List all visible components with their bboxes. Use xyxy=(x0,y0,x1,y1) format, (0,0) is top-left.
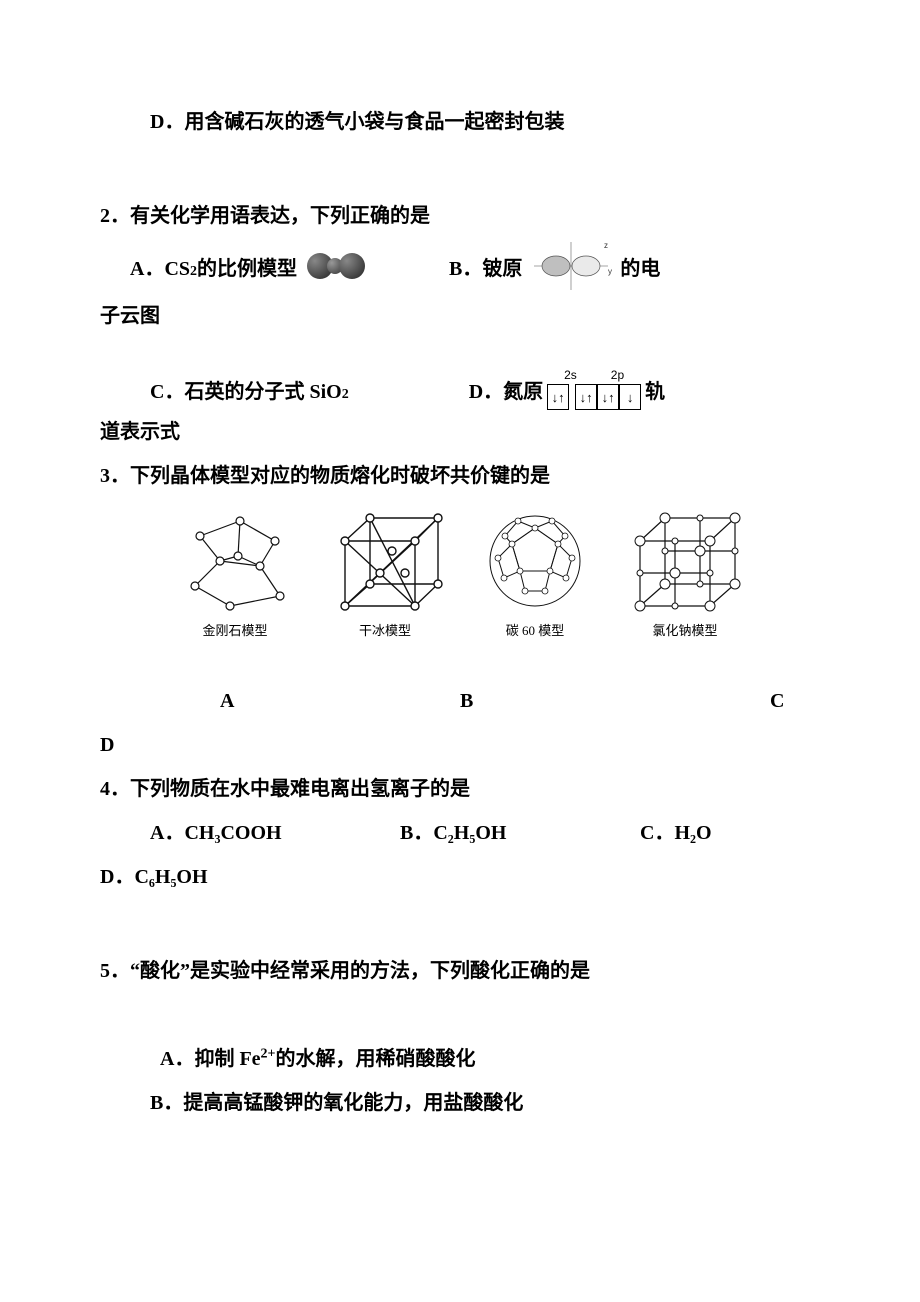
q2-d-post: 轨 xyxy=(645,375,665,404)
orbital-box: ↓↑ xyxy=(547,384,569,410)
svg-text:y: y xyxy=(608,267,612,276)
q4-options-row1: A．CH₃COOH B．C₂H₅OH C．H₂O xyxy=(100,811,820,855)
diamond-model-icon xyxy=(170,506,300,616)
q5-a-post: 的水解，用稀硝酸酸化 xyxy=(276,1048,476,1070)
model-caption: 氯化钠模型 xyxy=(652,620,717,639)
q3-b: B xyxy=(460,679,770,723)
crystal-models-row: 金刚石模型 干冰模型 xyxy=(160,506,760,639)
q4-c: C．H₂O xyxy=(640,811,712,855)
q4-b: B．C₂H₅OH xyxy=(400,811,640,855)
q2-d-pre: D．氮原 xyxy=(469,375,543,404)
model-nacl: 氯化钠模型 xyxy=(610,506,760,639)
model-caption: 金刚石模型 xyxy=(202,620,267,639)
q3-d: D xyxy=(100,723,820,767)
q4-a: A．CH₃COOH xyxy=(150,811,400,855)
q5-a-sup: 2+ xyxy=(261,1046,276,1061)
q2-a-sub: 2 xyxy=(190,253,197,280)
q3-a: A xyxy=(220,679,460,723)
q4-d: D．C₆H₅OH xyxy=(100,855,820,899)
model-caption: 碳 60 模型 xyxy=(506,620,565,639)
electron-cloud-icon: z y xyxy=(528,238,614,294)
q5-a-pre: A．抑制 Fe xyxy=(160,1048,261,1070)
q3-c: C xyxy=(770,679,784,723)
q4-stem: 4．下列物质在水中最难电离出氢离子的是 xyxy=(100,767,820,811)
q2-c-sub: 2 xyxy=(342,376,349,403)
q3-stem: 3．下列晶体模型对应的物质熔化时破坏共价键的是 xyxy=(100,454,820,498)
q2-b-post: 的电 xyxy=(620,252,660,281)
svg-text:z: z xyxy=(604,241,608,250)
q2-a-post: 的比例模型 xyxy=(197,252,297,281)
dryice-model-icon xyxy=(320,506,450,616)
model-dryice: 干冰模型 xyxy=(310,506,460,639)
c60-model-icon xyxy=(470,506,600,616)
model-diamond: 金刚石模型 xyxy=(160,506,310,639)
q2-c-pre: C．石英的分子式 SiO xyxy=(150,375,342,404)
q2-stem: 2．有关化学用语表达，下列正确的是 xyxy=(100,194,820,238)
orbital-box: ↓↑ xyxy=(575,384,597,410)
q2-row-cd: C．石英的分子式 SiO 2 D．氮原 2s 2p ↓↑ ↓↑ ↓↑ ↓ 轨 xyxy=(100,368,820,410)
q2-a-pre: A．CS xyxy=(130,252,190,281)
cs2-ball-model-icon xyxy=(307,253,359,279)
model-caption: 干冰模型 xyxy=(359,620,411,639)
q2-b-pre: B．铍原 xyxy=(449,252,522,281)
orbital-label-2s: 2s xyxy=(564,368,577,382)
orbital-box: ↓↑ xyxy=(597,384,619,410)
q5-stem: 5．“酸化”是实验中经常采用的方法，下列酸化正确的是 xyxy=(100,949,820,993)
q5-b: B．提高高锰酸钾的氧化能力，用盐酸酸化 xyxy=(100,1081,820,1125)
q5-a: A．抑制 Fe2+的水解，用稀硝酸酸化 xyxy=(100,993,820,1081)
q1-option-d: D．用含碱石灰的透气小袋与食品一起密封包装 xyxy=(100,100,820,144)
orbital-label-2p: 2p xyxy=(611,368,624,382)
q2-row-ab: A．CS 2 的比例模型 B．铍原 z y 的电 xyxy=(100,238,820,294)
q2-b-line2: 子云图 xyxy=(100,294,820,338)
q3-abcd: A B C xyxy=(100,679,820,723)
orbital-diagram-icon: 2s 2p ↓↑ ↓↑ ↓↑ ↓ xyxy=(547,368,641,410)
orbital-box: ↓ xyxy=(619,384,641,410)
q2-d-line2: 道表示式 xyxy=(100,410,820,454)
nacl-model-icon xyxy=(620,506,750,616)
model-c60: 碳 60 模型 xyxy=(460,506,610,639)
